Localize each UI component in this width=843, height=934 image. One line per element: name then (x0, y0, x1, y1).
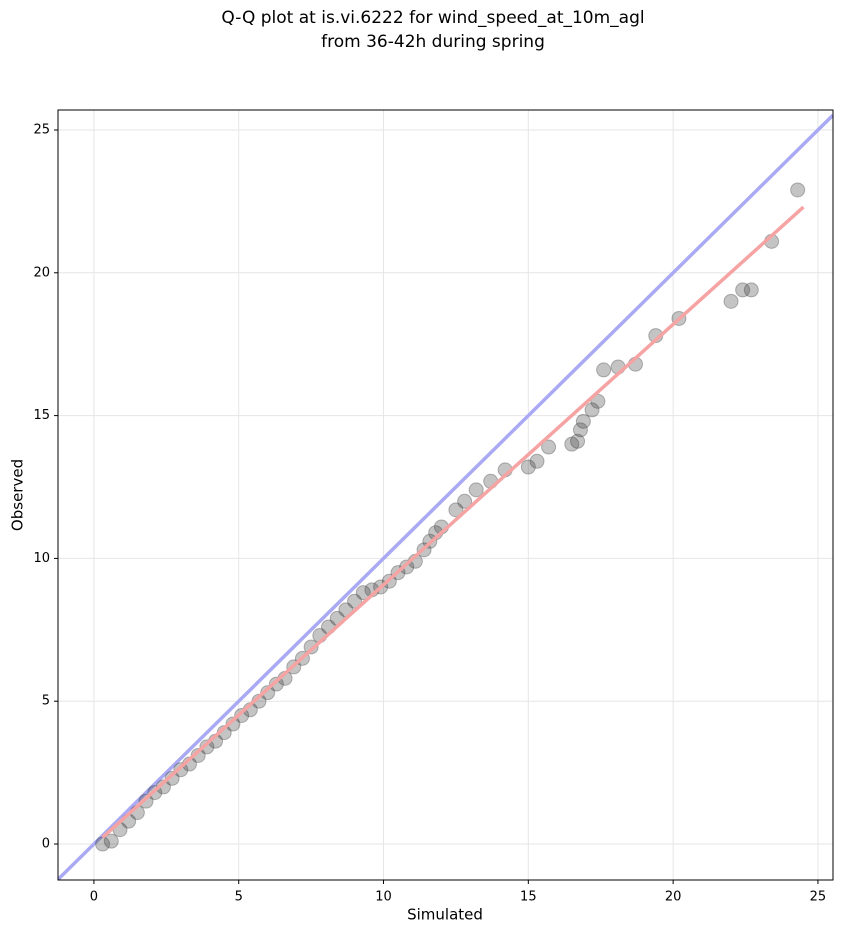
data-point (529, 453, 545, 469)
data-point (541, 439, 557, 455)
data-point (303, 639, 319, 655)
y-axis-label: Observed (9, 459, 27, 531)
data-point (790, 182, 806, 198)
reference-line (58, 113, 833, 880)
data-point (584, 402, 600, 418)
data-point (234, 707, 250, 723)
x-tick-label: 0 (90, 890, 98, 905)
data-point (596, 362, 612, 378)
data-point (355, 585, 371, 601)
x-tick-label: 25 (810, 890, 827, 905)
data-point (735, 282, 751, 298)
data-point (570, 433, 586, 449)
x-axis-label: Simulated (407, 906, 483, 924)
data-point (138, 793, 154, 809)
data-point (399, 559, 415, 575)
data-point (199, 739, 215, 755)
data-point (103, 833, 119, 849)
y-tick-label: 0 (42, 837, 50, 852)
y-tick-label: 20 (33, 265, 50, 280)
y-tick-label: 10 (33, 551, 50, 566)
plot-frame (57, 109, 834, 881)
x-tick-label: 20 (665, 890, 682, 905)
data-point (268, 676, 284, 692)
chart-subtitle: from 36-42h during spring (321, 32, 545, 52)
data-point (575, 413, 591, 429)
data-point (347, 593, 363, 609)
data-point (743, 282, 759, 298)
y-tick-label: 15 (33, 408, 50, 423)
data-point (164, 770, 180, 786)
data-point (564, 436, 580, 452)
chart-title: Q-Q plot at is.vi.6222 for wind_speed_at… (221, 8, 644, 28)
data-point (448, 502, 464, 518)
x-tick-label: 10 (375, 890, 392, 905)
y-tick-label: 25 (33, 122, 50, 137)
reference-line (101, 205, 805, 839)
data-point (225, 716, 241, 732)
plot-area (58, 113, 833, 880)
data-point (468, 482, 484, 498)
y-tick-label: 5 (42, 694, 50, 709)
data-point (520, 459, 536, 475)
x-tick-label: 5 (235, 890, 243, 905)
x-tick-label: 15 (520, 890, 537, 905)
data-point (260, 685, 276, 701)
data-point (572, 422, 588, 438)
data-point (457, 493, 473, 509)
data-point (723, 293, 739, 309)
